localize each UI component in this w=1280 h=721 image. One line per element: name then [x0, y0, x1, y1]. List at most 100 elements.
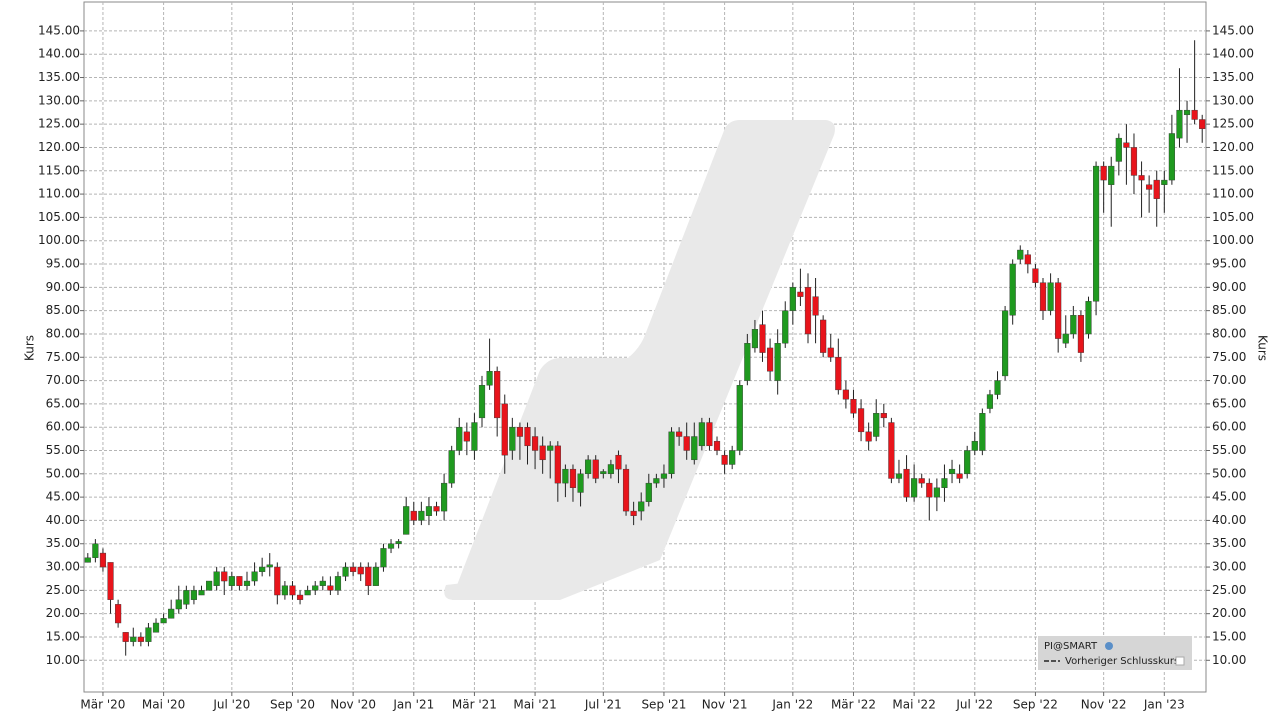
candle-body: [418, 510, 425, 521]
y-tick-label: 85.00: [46, 303, 80, 317]
candle-body: [342, 566, 349, 577]
candle-body: [334, 576, 342, 591]
y2-tick-label: 40.00: [1212, 513, 1246, 527]
watermark: [444, 120, 835, 600]
y-tick-label: 120.00: [38, 140, 80, 154]
y2-tick-label: 25.00: [1212, 583, 1246, 597]
x-tick-label: Jan '23: [1143, 698, 1185, 712]
x-tick-label: Mär '20: [80, 698, 125, 712]
candle-body: [372, 566, 379, 586]
y2-tick-label: 110.00: [1212, 187, 1254, 201]
y2-tick-label: 120.00: [1212, 140, 1254, 154]
y-tick-label: 105.00: [38, 210, 80, 224]
candle-body: [183, 590, 190, 605]
y2-tick-label: 55.00: [1212, 443, 1246, 457]
candle-body: [1077, 315, 1084, 353]
candle-body: [1009, 263, 1016, 316]
candle-body: [804, 287, 812, 335]
candle-body: [1092, 165, 1100, 302]
candle-body: [1168, 133, 1175, 181]
candle-body: [941, 478, 948, 488]
legend-icon: [1105, 642, 1113, 650]
candle-body: [835, 357, 842, 391]
candle-body: [820, 319, 827, 353]
candle-body: [198, 590, 205, 596]
y2-tick-label: 95.00: [1212, 257, 1246, 271]
candle-body: [168, 608, 175, 619]
candle-body: [736, 385, 743, 451]
x-tick-label: Sep '20: [270, 698, 315, 712]
x-tick-label: Nov '21: [702, 698, 748, 712]
x-tick-label: Jul '21: [584, 698, 622, 712]
candle-body: [1138, 175, 1145, 181]
x-tick-label: Sep '22: [1013, 698, 1058, 712]
candle-body: [797, 291, 804, 297]
candle-body: [933, 487, 940, 498]
y2-tick-label: 140.00: [1212, 47, 1254, 61]
candle-body: [676, 431, 683, 437]
candle-body: [926, 482, 933, 498]
y2-tick-label: 85.00: [1212, 303, 1246, 317]
candle-body: [979, 413, 986, 451]
candle-body: [319, 580, 326, 586]
y2-tick-label: 135.00: [1212, 70, 1254, 84]
candle-body: [1024, 254, 1031, 265]
y2-tick-label: 105.00: [1212, 210, 1254, 224]
x-tick-label: Mai '22: [892, 698, 935, 712]
candle-body: [448, 450, 455, 484]
candle-body: [1123, 142, 1130, 148]
y-tick-label: 80.00: [46, 326, 80, 340]
y-tick-label: 95.00: [46, 257, 80, 271]
candle-body: [304, 590, 311, 596]
candle-body: [751, 329, 759, 349]
candle-body: [296, 594, 304, 600]
candle-body: [92, 543, 99, 558]
candle-body: [562, 468, 569, 484]
y2-tick-label: 20.00: [1212, 606, 1246, 620]
candle-body: [228, 576, 235, 586]
candle-body: [554, 445, 561, 484]
y-tick-label: 35.00: [46, 536, 80, 550]
candle-body: [486, 371, 493, 386]
candle-body: [1017, 249, 1024, 260]
x-tick-label: Mai '21: [513, 698, 556, 712]
candle-body: [964, 450, 971, 475]
x-tick-label: Jul '20: [212, 698, 250, 712]
y-tick-label: 115.00: [38, 163, 80, 177]
candle-body: [653, 478, 660, 484]
y-tick-label: 100.00: [38, 233, 80, 247]
y-axis-title: Kurs: [23, 335, 37, 361]
candle-body: [638, 501, 645, 512]
candle-body: [1176, 109, 1183, 139]
candle-body: [524, 426, 531, 447]
y-tick-label: 135.00: [38, 70, 80, 84]
y2-tick-label: 90.00: [1212, 280, 1246, 294]
candles: [84, 40, 1206, 656]
candle-body: [782, 310, 789, 344]
x-tick-label: Nov '22: [1081, 698, 1127, 712]
y2-tick-label: 70.00: [1212, 373, 1246, 387]
candle-body: [327, 585, 334, 591]
candle-body: [645, 482, 652, 502]
candle-body: [630, 510, 637, 516]
candle-body: [350, 566, 357, 572]
candle-body: [456, 426, 463, 451]
candle-body: [1146, 184, 1153, 190]
candle-body: [1115, 137, 1122, 162]
candle-body: [857, 408, 865, 433]
y2-axis-title: Kurs: [1256, 335, 1270, 361]
candle-body: [107, 562, 114, 600]
y-tick-label: 60.00: [46, 420, 80, 434]
candle-body: [1032, 268, 1039, 283]
y2-tick-label: 65.00: [1212, 396, 1246, 410]
candle-body: [243, 580, 251, 586]
candle-body: [615, 454, 622, 470]
candle-body: [516, 426, 523, 437]
candle-body: [774, 343, 781, 381]
y-tick-label: 20.00: [46, 606, 80, 620]
candle-body: [380, 548, 387, 568]
candle-body: [236, 576, 243, 586]
y-tick-label: 30.00: [46, 560, 80, 574]
x-tick-label: Mär '22: [831, 698, 876, 712]
candle-body: [259, 566, 266, 572]
